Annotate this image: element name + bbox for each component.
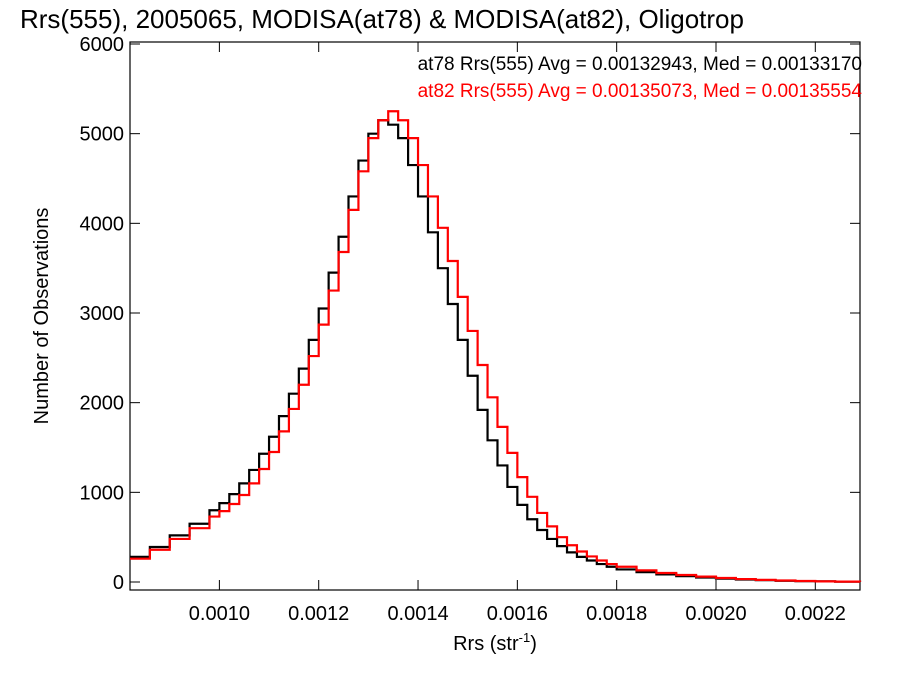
x-axis-label-main: Rrs (str bbox=[453, 633, 519, 655]
series-layer bbox=[130, 110, 862, 583]
x-tick-label: 0.0012 bbox=[288, 603, 349, 625]
y-tick-label: 0 bbox=[113, 572, 124, 594]
y-tick-label: 3000 bbox=[80, 303, 125, 325]
x-tick-label: 0.0014 bbox=[387, 603, 448, 625]
y-tick-label: 6000 bbox=[80, 34, 125, 56]
plot-frame bbox=[129, 41, 861, 591]
x-axis-label-superscript: -1 bbox=[519, 630, 531, 645]
y-axis-ticks: 0 1000 2000 3000 4000 5000 6000 bbox=[80, 34, 860, 594]
legend-entry-at82: at82 Rrs(555) Avg = 0.00135073, Med = 0.… bbox=[418, 81, 863, 102]
y-axis-label: Number of Observations bbox=[31, 208, 53, 425]
x-axis-label: Rrs (str-1) bbox=[453, 630, 537, 655]
series-line-at82 bbox=[130, 110, 862, 583]
x-axis-label-end: ) bbox=[530, 633, 537, 655]
y-tick-label: 5000 bbox=[80, 124, 125, 146]
y-tick-label: 2000 bbox=[80, 393, 125, 415]
chart-title: Rrs(555), 2005065, MODISA(at78) & MODISA… bbox=[20, 4, 744, 34]
series-line-at78 bbox=[130, 119, 862, 583]
y-tick-label: 1000 bbox=[80, 482, 125, 504]
x-tick-label: 0.0010 bbox=[189, 603, 250, 625]
x-tick-label: 0.0022 bbox=[785, 603, 846, 625]
legend-entry-at78: at78 Rrs(555) Avg = 0.00132943, Med = 0.… bbox=[418, 54, 862, 75]
x-tick-label: 0.0016 bbox=[487, 603, 548, 625]
x-tick-label: 0.0018 bbox=[586, 603, 647, 625]
x-axis-ticks: 0.0010 0.0012 0.0014 0.0016 0.0018 0.0020 0.00… bbox=[189, 42, 846, 625]
y-tick-label: 4000 bbox=[80, 213, 125, 235]
x-tick-label: 0.0020 bbox=[685, 603, 746, 625]
